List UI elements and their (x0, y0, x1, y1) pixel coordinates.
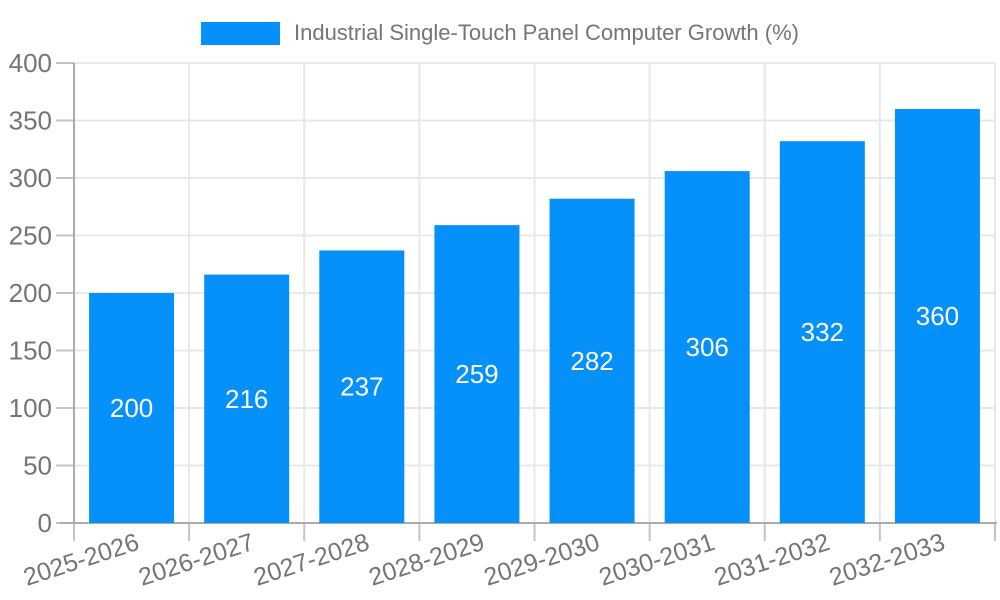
bar[interactable] (549, 198, 635, 523)
y-axis-label: 50 (23, 451, 52, 481)
x-axis-label: 2027-2028 (250, 528, 372, 592)
bar-value-label: 360 (916, 301, 959, 331)
x-axis-label: 2030-2031 (596, 528, 718, 592)
bar-value-label: 200 (110, 393, 153, 423)
y-axis-label: 100 (9, 393, 52, 423)
y-axis-label: 150 (9, 336, 52, 366)
bar[interactable] (319, 250, 405, 523)
x-axis-label: 2031-2032 (711, 528, 833, 592)
y-axis-label: 0 (38, 508, 52, 538)
x-axis-label: 2032-2033 (826, 528, 948, 592)
bar-value-label: 332 (801, 317, 844, 347)
bar[interactable] (664, 171, 750, 523)
x-axis-label: 2028-2029 (365, 528, 487, 592)
x-axis-label: 2026-2027 (135, 528, 257, 592)
chart-legend: Industrial Single-Touch Panel Computer G… (0, 20, 1000, 46)
bar-value-label: 306 (685, 332, 728, 362)
bar-value-label: 237 (340, 372, 383, 402)
y-axis-label: 300 (9, 163, 52, 193)
x-axis-label: 2029-2030 (481, 528, 603, 592)
bar-value-label: 216 (225, 384, 268, 414)
bar[interactable] (894, 109, 980, 523)
y-axis-label: 250 (9, 221, 52, 251)
bar[interactable] (434, 225, 520, 523)
y-axis-label: 350 (9, 106, 52, 136)
legend-label: Industrial Single-Touch Panel Computer G… (293, 20, 799, 45)
legend-item-growth[interactable]: Industrial Single-Touch Panel Computer G… (200, 20, 799, 46)
bar-value-label: 259 (455, 359, 498, 389)
y-axis-label: 200 (9, 278, 52, 308)
bar[interactable] (204, 274, 290, 523)
bar[interactable] (89, 293, 175, 523)
legend-swatch (200, 21, 280, 45)
bar-value-label: 282 (570, 346, 613, 376)
y-axis-label: 400 (9, 48, 52, 78)
bar[interactable] (779, 141, 865, 523)
